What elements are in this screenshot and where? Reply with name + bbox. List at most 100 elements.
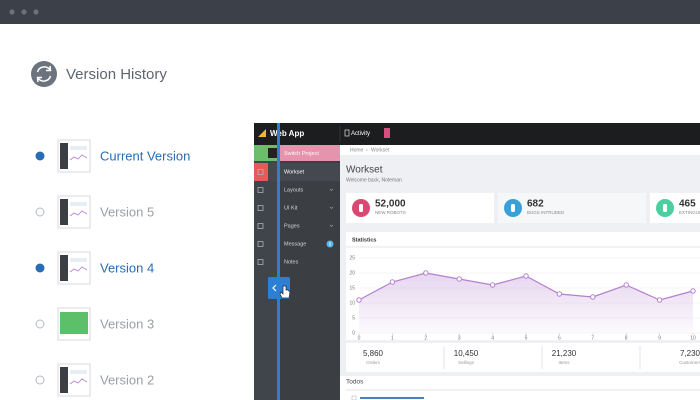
totals-row	[346, 343, 700, 372]
version-label[interactable]: Version 5	[100, 204, 154, 219]
menu-item[interactable]: Layouts	[284, 187, 304, 193]
menu-icon	[257, 241, 264, 247]
area-fill	[359, 273, 693, 333]
slider-arrow	[272, 284, 277, 292]
point	[590, 294, 596, 300]
x-tick-label: 10	[690, 335, 696, 341]
switch-project-bg	[280, 145, 340, 161]
breadcrumb[interactable]: Home	[350, 147, 364, 153]
menu-active	[254, 163, 340, 181]
version-list: Current Version Version 5 Version 4 Version…	[35, 139, 190, 397]
app-logo	[258, 129, 266, 137]
menu-item[interactable]: Message	[284, 241, 306, 247]
window-dot[interactable]	[21, 9, 27, 15]
x-tick-label: 0	[358, 335, 361, 341]
menu-item[interactable]: Pages	[284, 223, 300, 229]
stat-icon-glyph	[511, 204, 515, 212]
nav-item[interactable]: Activity	[351, 131, 370, 137]
app-brand: Web App	[270, 129, 304, 138]
point	[690, 288, 696, 294]
title-bar	[0, 0, 700, 24]
menu-badge	[326, 240, 334, 248]
thumb-sidebar	[60, 367, 68, 393]
stat-value: 682	[527, 199, 544, 210]
breadcrumb-sep: ›	[366, 147, 368, 153]
point	[389, 279, 396, 285]
sidebar-menu: Workset Layouts UI Kit Pages Message 6 Notes	[254, 163, 340, 265]
version-label[interactable]: Version 4	[100, 260, 154, 275]
point	[356, 297, 362, 303]
version-dot[interactable]	[35, 375, 45, 385]
menu-badge-count: 6	[329, 241, 332, 246]
thumb-sidebar	[60, 143, 68, 169]
stat-label: NEW ROBOTS	[375, 210, 406, 215]
x-tick-label: 3	[458, 335, 461, 341]
version-label[interactable]: Version 3	[100, 316, 154, 331]
version-dot[interactable]	[35, 263, 45, 273]
menu-chevron	[329, 224, 334, 227]
version-dot[interactable]	[35, 319, 45, 329]
line-chart: 0 5 10 15 20 25 0 1 2 3 4 5 6 7 8 9 10	[349, 255, 700, 341]
history-icon	[31, 61, 57, 87]
thumb-line	[69, 266, 88, 273]
menu-item[interactable]: UI Kit	[284, 205, 298, 211]
todo-line	[360, 397, 424, 399]
menu-icon	[257, 205, 264, 211]
history-arrows	[36, 65, 52, 83]
x-tick-label: 9	[658, 335, 661, 341]
stat-card	[498, 193, 646, 223]
x-tick-label: 8	[625, 335, 628, 341]
point	[556, 291, 563, 297]
y-tick-label: 25	[349, 255, 355, 261]
version-dot[interactable]	[35, 207, 45, 217]
welcome: Welcome back, Noteman	[346, 177, 402, 183]
window-dot[interactable]	[9, 9, 15, 15]
thumb-line	[69, 154, 88, 161]
y-tick-label: 15	[349, 285, 355, 291]
x-tick-label: 6	[558, 335, 561, 341]
total-label: Customers	[679, 360, 700, 365]
point	[456, 276, 462, 282]
menu-icon	[257, 169, 264, 175]
thumb-sidebar	[60, 199, 68, 225]
stat-label: BUGS INTRUDED	[527, 210, 565, 215]
stat-icon-glyph	[663, 204, 667, 212]
version-dot[interactable]	[35, 151, 45, 161]
stat-value: 465	[679, 199, 696, 210]
thumb-line	[69, 210, 88, 217]
nav-badge[interactable]	[384, 128, 390, 138]
menu-icon	[257, 223, 264, 229]
todo-check[interactable]	[351, 395, 357, 400]
menu-active-icon	[254, 163, 268, 181]
stat-card	[346, 193, 494, 223]
todos-title: Todos	[346, 379, 364, 386]
page-title: Version History	[66, 66, 167, 83]
breadcrumb-bar	[340, 145, 700, 155]
breadcrumb[interactable]: Workset	[371, 147, 390, 153]
version-label[interactable]: Current Version	[100, 148, 190, 163]
panel-title: Statistics	[352, 237, 376, 243]
menu-icon	[257, 187, 264, 193]
stat-value: 52,000	[375, 199, 406, 210]
menu-item[interactable]: Notes	[284, 259, 299, 265]
total-value: 5,860	[363, 349, 384, 358]
window-dot[interactable]	[33, 9, 39, 15]
thumb-sidebar	[60, 255, 68, 281]
menu-chevron	[329, 188, 334, 191]
total-label: Sellings	[458, 360, 475, 365]
menu-item[interactable]: Workset	[284, 169, 305, 175]
app-preview: Web App Activity Switch Project Workset L…	[254, 123, 700, 400]
total-label: Orders	[366, 360, 381, 365]
point	[623, 282, 629, 288]
version-label[interactable]: Version 2	[100, 372, 154, 387]
totals: 5,860 Orders 10,450 Sellings 21,230 Items 7,23…	[363, 346, 700, 369]
compare-slider[interactable]	[277, 123, 280, 400]
thumb-bar	[70, 146, 87, 150]
switch-icon	[268, 148, 278, 158]
stat-icon-glyph	[359, 204, 363, 212]
switch-project[interactable]: Switch Project	[284, 151, 319, 157]
thumb-bar	[70, 370, 87, 374]
point	[656, 297, 663, 303]
